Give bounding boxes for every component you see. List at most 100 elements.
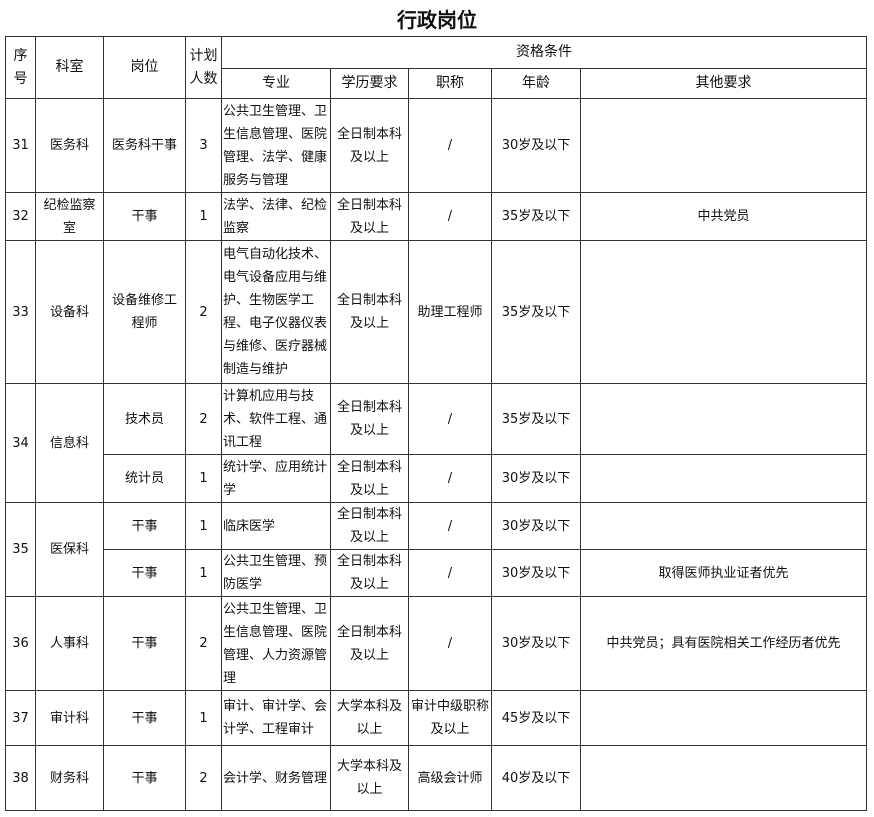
dept-cell: 人事科 (35, 596, 104, 691)
edu-cell: 全日制本科及以上 (330, 454, 409, 503)
other-cell (579, 383, 868, 455)
post-cell: 设备维修工程师 (103, 240, 186, 384)
age-cell: 35岁及以下 (491, 240, 581, 384)
other-cell (579, 745, 868, 811)
post-cell: 干事 (103, 192, 186, 241)
dept-cell: 审计科 (35, 690, 104, 746)
rank-cell: / (408, 549, 492, 597)
header-cell: 其他要求 (579, 68, 868, 99)
header-cell: 科室 (35, 36, 104, 99)
rank-cell: 高级会计师 (408, 745, 492, 811)
edu-cell: 全日制本科及以上 (330, 596, 409, 691)
header-cell: 序号 (5, 36, 36, 99)
other-cell (579, 454, 868, 503)
edu-cell: 全日制本科及以上 (330, 192, 409, 241)
table-row: 31 医务科 医务科干事 3 公共卫生管理、卫生信息管理、医院管理、法学、健康服务与管理… (5, 98, 868, 193)
rank-cell: 助理工程师 (408, 240, 492, 384)
rank-cell: / (408, 192, 492, 241)
table-row: 38 财务科 干事 2 会计学、财务管理 大学本科及以上 高级会计师 40岁及以下 (5, 745, 868, 811)
major-cell: 电气自动化技术、电气设备应用与维护、生物医学工程、电子仪器仪表与维修、医疗器械制… (221, 240, 331, 384)
count-cell: 1 (185, 454, 222, 503)
major-cell: 临床医学 (221, 502, 331, 550)
dept-cell: 信息科 (35, 383, 104, 503)
post-cell: 干事 (103, 690, 186, 746)
age-cell: 30岁及以下 (491, 549, 581, 597)
post-cell: 技术员 (103, 383, 186, 455)
number-cell: 37 (5, 690, 36, 746)
age-cell: 35岁及以下 (491, 192, 581, 241)
post-cell: 干事 (103, 549, 186, 597)
major-cell: 计算机应用与技术、软件工程、通讯工程 (221, 383, 331, 455)
count-cell: 2 (185, 745, 222, 811)
table-row: 37 审计科 干事 1 审计、审计学、会计学、工程审计 大学本科及以上 审计中级职称及以上 4… (5, 690, 868, 746)
age-cell: 30岁及以下 (491, 502, 581, 550)
header-cell: 学历要求 (330, 68, 409, 99)
post-cell: 干事 (103, 502, 186, 550)
rank-cell: 审计中级职称及以上 (408, 690, 492, 746)
age-cell: 30岁及以下 (491, 454, 581, 503)
count-cell: 1 (185, 192, 222, 241)
table-row: 干事 1 公共卫生管理、预防医学 全日制本科及以上/30岁及以下 取得医师执业证者优先 (6, 549, 868, 597)
age-cell: 40岁及以下 (491, 745, 581, 811)
major-cell: 公共卫生管理、卫生信息管理、医院管理、法学、健康服务与管理 (221, 98, 331, 193)
other-cell: 取得医师执业证者优先 (579, 549, 868, 597)
edu-cell: 全日制本科及以上 (330, 98, 409, 193)
number-cell: 38 (5, 745, 36, 811)
header-cell: 计划人数 (185, 36, 222, 99)
dept-cell: 医保科 (35, 502, 104, 597)
major-cell: 公共卫生管理、预防医学 (221, 549, 331, 597)
count-cell: 2 (185, 240, 222, 384)
number-cell: 36 (5, 596, 36, 691)
other-cell (579, 502, 868, 550)
number-cell: 31 (5, 98, 36, 193)
rank-cell: / (408, 502, 492, 550)
table-row: 34 信息科 技术员 2 计算机应用与技术、软件工程、通讯工程 全日制本科及以上/35岁及… (5, 383, 868, 503)
other-cell (579, 240, 868, 384)
number-cell: 33 (5, 240, 36, 384)
major-cell: 统计学、应用统计学 (221, 454, 331, 503)
header-cell: 岗位 (103, 36, 186, 99)
dept-cell: 医务科 (35, 98, 104, 193)
table-row: 33 设备科 设备维修工程师 2 电气自动化技术、电气设备应用与维护、生物医学工程、电子… (5, 240, 868, 384)
rank-cell: / (408, 98, 492, 193)
age-cell: 35岁及以下 (491, 383, 581, 455)
number-cell: 32 (5, 192, 36, 241)
post-cell: 干事 (103, 745, 186, 811)
major-cell: 法学、法律、纪检监察 (221, 192, 331, 241)
post-cell: 医务科干事 (103, 98, 186, 193)
edu-cell: 全日制本科及以上 (330, 549, 409, 597)
header-cell: 职称 (408, 68, 492, 99)
dept-cell: 设备科 (35, 240, 104, 384)
edu-cell: 全日制本科及以上 (330, 240, 409, 384)
count-cell: 1 (185, 690, 222, 746)
other-cell (579, 690, 868, 746)
header-cell: 专业 (221, 68, 331, 99)
table-row: 32 纪检监察室 干事 1 法学、法律、纪检监察 全日制本科及以上/35岁及以下 中共党员 (5, 192, 868, 241)
post-cell: 干事 (103, 596, 186, 691)
rank-cell: / (408, 454, 492, 503)
rank-cell: / (408, 383, 492, 455)
post-cell: 统计员 (103, 454, 186, 503)
major-cell: 会计学、财务管理 (221, 745, 331, 811)
table-body: 31 医务科 医务科干事 3 公共卫生管理、卫生信息管理、医院管理、法学、健康服务与管理… (5, 98, 868, 811)
count-cell: 1 (185, 549, 222, 597)
major-cell: 审计、审计学、会计学、工程审计 (221, 690, 331, 746)
age-cell: 30岁及以下 (491, 596, 581, 691)
job-table: 序号 科室 岗位 计划人数 资格条件 专业 学历要求 职称 年龄 其他要求 31… (5, 36, 868, 811)
edu-cell: 大学本科及以上 (330, 690, 409, 746)
edu-cell: 大学本科及以上 (330, 745, 409, 811)
major-cell: 公共卫生管理、卫生信息管理、医院管理、人力资源管理 (221, 596, 331, 691)
header-cell: 资格条件 (220, 36, 868, 69)
title: 行政岗位 (397, 8, 477, 32)
age-cell: 45岁及以下 (491, 690, 581, 746)
table-row: 36 人事科 干事 2 公共卫生管理、卫生信息管理、医院管理、人力资源管理 全日制本科及以… (5, 596, 868, 691)
count-cell: 3 (185, 98, 222, 193)
edu-cell: 全日制本科及以上 (330, 383, 409, 455)
edu-cell: 全日制本科及以上 (330, 502, 409, 550)
table-row: 35 医保科 干事 1 临床医学 全日制本科及以上/30岁及以下 (5, 502, 868, 597)
other-cell (579, 98, 868, 193)
other-cell: 中共党员；具有医院相关工作经历者优先 (579, 596, 868, 691)
rank-cell: / (408, 596, 492, 691)
age-cell: 30岁及以下 (491, 98, 581, 193)
